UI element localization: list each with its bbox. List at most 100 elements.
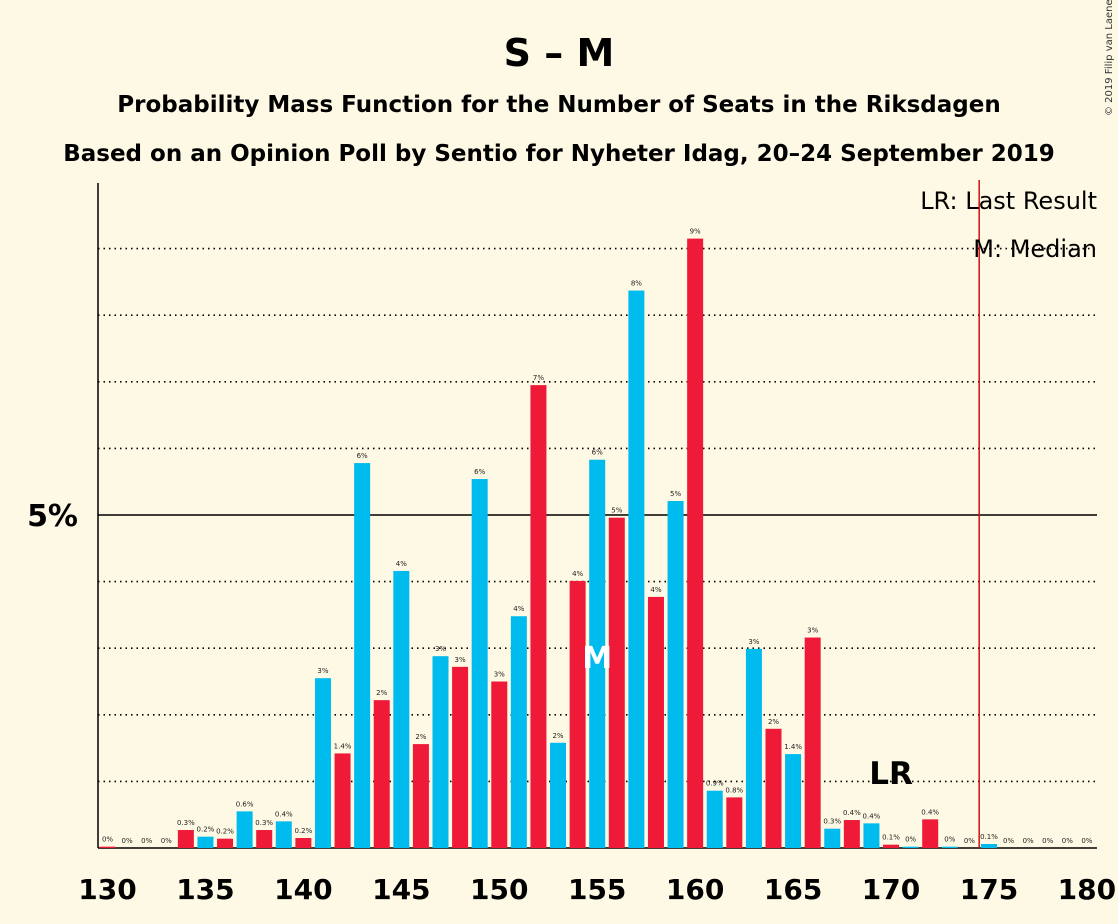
data-label-178: 0%	[1042, 837, 1053, 845]
data-label-173: 0%	[944, 836, 955, 844]
data-label-147: 3%	[435, 645, 446, 653]
bar-series	[99, 238, 997, 849]
bar-175	[980, 844, 997, 848]
data-label-130: 0%	[102, 836, 113, 844]
data-label-162: 0.8%	[725, 786, 743, 794]
data-label-160: 9%	[690, 228, 701, 236]
x-tick-label-175: 175	[960, 873, 1018, 906]
data-label-170: 0.1%	[882, 834, 900, 842]
data-label-177: 0%	[1023, 837, 1034, 845]
chart-subtitle-2: Based on an Opinion Poll by Sentio for N…	[63, 141, 1055, 167]
bar-134	[177, 830, 194, 848]
x-tick-label-130: 130	[78, 873, 136, 906]
bar-145	[393, 570, 410, 848]
bar-159	[667, 501, 684, 848]
data-label-140: 0.2%	[294, 827, 312, 835]
data-label-138: 0.3%	[255, 819, 273, 827]
y-tick-label-5: 5%	[27, 499, 78, 534]
x-tick-label-140: 140	[274, 873, 332, 906]
bar-161	[706, 790, 723, 848]
data-label-153: 2%	[552, 732, 563, 740]
data-labels: 0% 0% 0% 0%0.3%0.2% 0.2%0.6%0.3%0.4%0.2%3%1.…	[102, 228, 1093, 845]
bar-170	[883, 844, 900, 848]
data-label-150: 3%	[494, 671, 505, 679]
data-label-136: 0.2%	[216, 828, 234, 836]
x-tick-label-150: 150	[470, 873, 528, 906]
data-label-148: 3%	[455, 656, 466, 664]
data-label-164: 2%	[768, 718, 779, 726]
bar-146	[412, 744, 429, 848]
data-label-149: 6%	[474, 468, 485, 476]
bar-142	[334, 753, 351, 848]
data-label-151: 4%	[513, 605, 524, 613]
bar-173	[941, 846, 958, 848]
bar-139	[275, 821, 292, 848]
data-label-159: 5%	[670, 490, 681, 498]
bar-166	[804, 637, 821, 848]
bar-171	[902, 846, 919, 848]
data-label-132: 0%	[141, 837, 152, 845]
bar-140	[295, 838, 312, 848]
bar-154	[569, 580, 586, 848]
bar-152	[530, 385, 547, 848]
data-label-169: 0.4%	[863, 812, 881, 820]
chart-title: S – M	[504, 31, 615, 75]
data-label-146: 2%	[415, 733, 426, 741]
data-label-168: 0.4%	[843, 809, 861, 817]
data-label-165: 1.4%	[784, 743, 802, 751]
bar-157	[628, 290, 645, 849]
data-label-163: 3%	[748, 638, 759, 646]
bar-136	[217, 838, 234, 848]
data-label-143: 6%	[357, 452, 368, 460]
bar-172	[922, 819, 939, 848]
median-marker: M	[582, 641, 612, 676]
x-tick-label-160: 160	[666, 873, 724, 906]
data-label-137: 0.6%	[236, 800, 254, 808]
data-label-155: 6%	[592, 449, 603, 457]
bar-147	[432, 656, 449, 848]
bar-144	[373, 700, 390, 848]
data-label-144: 2%	[376, 689, 387, 697]
chart-subtitle: Probability Mass Function for the Number…	[117, 92, 1000, 118]
x-tick-label-170: 170	[862, 873, 920, 906]
bar-135	[197, 836, 214, 848]
bar-158	[647, 596, 664, 848]
copyright-notice: © 2019 Filip van Laenen	[1104, 0, 1115, 116]
bar-155	[589, 459, 606, 848]
bar-138	[256, 830, 273, 848]
bar-149	[471, 479, 488, 848]
data-label-154: 4%	[572, 570, 583, 578]
data-label-180: 0%	[1081, 837, 1092, 845]
data-label-152: 7%	[533, 374, 544, 382]
data-label-133: 0%	[161, 837, 172, 845]
bar-156	[608, 517, 625, 848]
data-label-171: 0%	[905, 836, 916, 844]
x-tick-label-180: 180	[1058, 873, 1116, 906]
bar-164	[765, 728, 782, 848]
bar-151	[510, 616, 527, 848]
bar-162	[726, 797, 743, 848]
bar-153	[550, 742, 567, 848]
x-tick-labels: 130 135 140 145 150 155 160 165 170 175 180	[78, 873, 1116, 906]
data-label-174: 0%	[964, 837, 975, 845]
data-label-161: 0.9%	[706, 780, 724, 788]
bar-168	[843, 820, 860, 848]
x-tick-label-135: 135	[176, 873, 234, 906]
bar-130	[99, 846, 116, 848]
x-tick-label-145: 145	[372, 873, 430, 906]
data-label-158: 4%	[650, 586, 661, 594]
data-label-172: 0.4%	[921, 808, 939, 816]
data-label-157: 8%	[631, 280, 642, 288]
data-label-156: 5%	[611, 507, 622, 515]
last-result-label: LR	[869, 756, 913, 792]
data-label-145: 4%	[396, 560, 407, 568]
data-label-131: 0%	[122, 837, 133, 845]
data-label-175: 0.1%	[980, 833, 998, 841]
data-label-141: 3%	[317, 667, 328, 675]
bar-148	[452, 666, 469, 848]
data-label-135: 0.2%	[197, 826, 215, 834]
data-label-142: 1.4%	[334, 742, 352, 750]
x-tick-label-155: 155	[568, 873, 626, 906]
data-label-179: 0%	[1062, 837, 1073, 845]
